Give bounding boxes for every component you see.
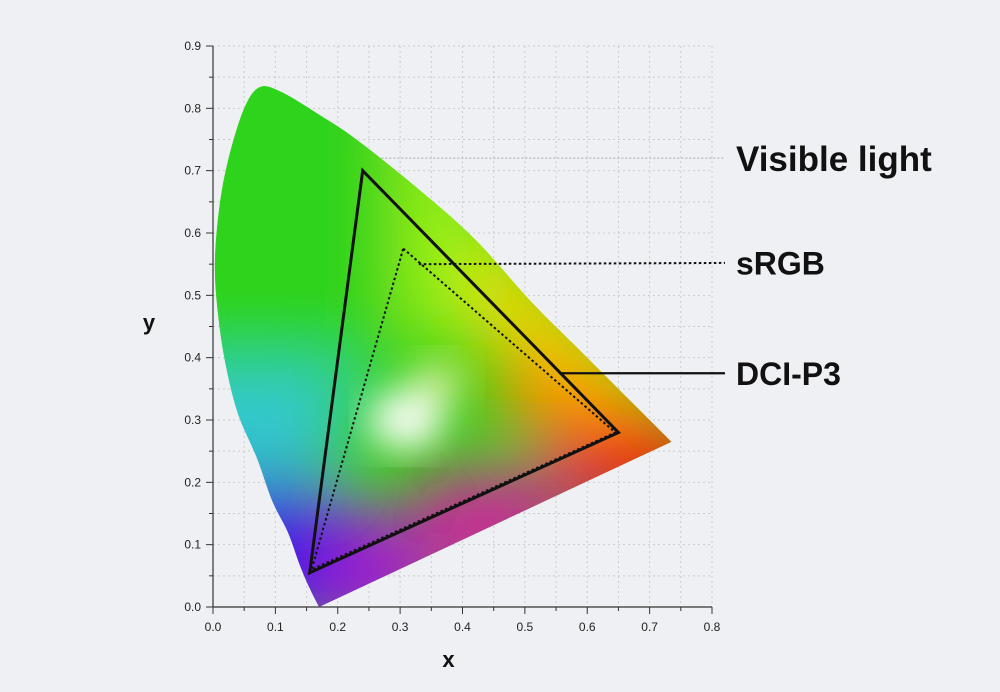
y-tick-label: 0.8 (184, 101, 201, 115)
x-tick-label: 0.1 (267, 620, 284, 634)
y-tick-label: 0.9 (184, 39, 201, 53)
callout-label-srgb: sRGB (736, 245, 825, 281)
region-blue (214, 482, 351, 607)
y-tick-label: 0.3 (184, 413, 201, 427)
region-green (214, 86, 401, 389)
callout-label-dci-p3: DCI-P3 (736, 356, 841, 392)
white-point-glow (368, 362, 466, 450)
x-tick-label: 0.5 (517, 620, 534, 634)
callout-label-visible-light: Visible light (736, 140, 932, 179)
white-point (368, 390, 445, 450)
x-tick-label: 0.0 (205, 620, 222, 634)
callouts: Visible light sRGB DCI-P3 (381, 140, 932, 392)
y-tick-label: 0.0 (184, 600, 201, 614)
x-tick-label: 0.3 (392, 620, 409, 634)
y-tick-label: 0.4 (184, 351, 201, 365)
region-cyan (214, 370, 351, 483)
triangle-srgb (309, 246, 618, 572)
triangle-dci-p3 (307, 167, 622, 576)
y-tick-label: 0.5 (184, 288, 201, 302)
y-tick-label: 0.7 (184, 164, 201, 178)
callout-line-srgb (418, 261, 726, 266)
region-magenta (400, 469, 588, 576)
white-point-highlight (409, 362, 466, 403)
y-tick-label: 0.2 (184, 475, 201, 489)
x-tick-label: 0.6 (579, 620, 596, 634)
axes: 0.0 0.1 0.2 0.3 0.4 0.5 0.6 0.7 0.8 0.0 0.1 0.2 0.3 0… (184, 39, 720, 634)
gamut-triangles (307, 167, 622, 576)
y-tick-label: 0.6 (184, 226, 201, 240)
x-tick-label: 0.7 (641, 620, 658, 634)
y-axis-label: y (143, 310, 156, 335)
x-tick-label: 0.8 (704, 620, 721, 634)
y-tick-label: 0.1 (184, 538, 201, 552)
x-tick-label: 0.4 (454, 620, 471, 634)
x-axis-label: x (442, 647, 455, 672)
x-tick-label: 0.2 (329, 620, 346, 634)
